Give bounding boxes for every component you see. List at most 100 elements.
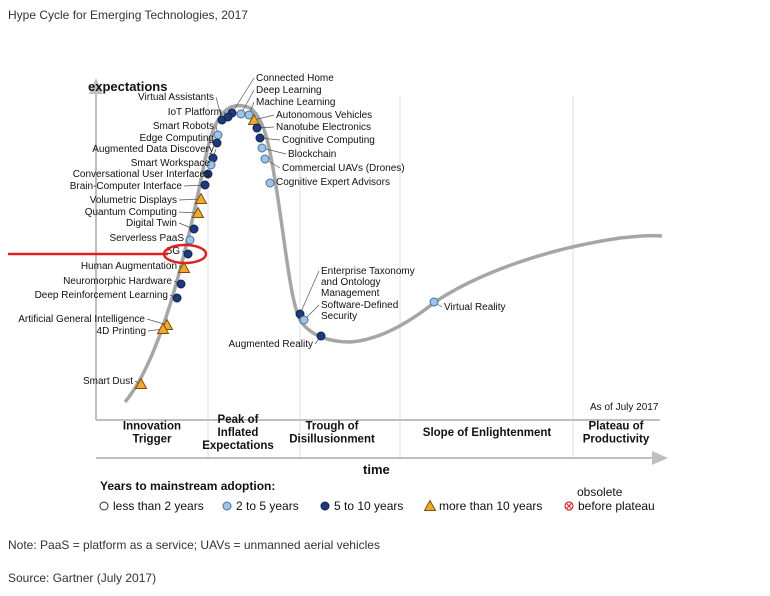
leader-line-enterprise-taxonomy-and-ontology-management (299, 270, 320, 315)
phase-label-2: Expectations (202, 440, 274, 452)
tech-label-quantum-computing: Quantum Computing (85, 207, 177, 218)
tech-point-autonomous-vehicles (247, 113, 261, 125)
legend-label-lt2: less than 2 years (113, 499, 204, 513)
tech-label-conversational-user-interfaces: Conversational User Interfaces (73, 169, 210, 180)
tech-point-smart-robots (213, 130, 223, 140)
highlight-5g (8, 243, 208, 265)
tech-point-commercial-uavs-drones (260, 154, 270, 164)
tech-label-artificial-general-intelligence: Artificial General Intelligence (18, 314, 145, 325)
phase-separators (207, 96, 574, 458)
tech-point-iot-platform (223, 112, 233, 122)
x-axis-title: time (363, 462, 390, 477)
tech-point-edge-computing (212, 138, 222, 148)
tech-label-serverless-paas: Serverless PaaS (110, 233, 185, 244)
tech-label-software-defined-security: Software-Defined Security (321, 300, 398, 322)
tech-point-digital-twin (189, 224, 199, 234)
tech-label-virtual-reality: Virtual Reality (444, 302, 506, 313)
tech-point-software-defined-security (299, 315, 309, 325)
legend: Years to mainstream adoption: less than … (99, 479, 655, 513)
phase-label-5: Plateau of (589, 421, 644, 433)
tech-point-human-augmentation (177, 261, 191, 273)
tech-point-cognitive-expert-advisors (265, 178, 275, 188)
tech-label-nanotube-electronics: Nanotube Electronics (276, 122, 371, 133)
tech-label-cognitive-expert-advisors: Cognitive Expert Advisors (276, 177, 390, 188)
phase-label-3: Disillusionment (289, 434, 375, 446)
tech-point-augmented-reality (316, 331, 326, 341)
tech-point-smart-workspace (206, 160, 216, 170)
tech-label-volumetric-displays: Volumetric Displays (90, 195, 177, 206)
tech-label-virtual-assistants: Virtual Assistants (138, 92, 214, 103)
leader-line-autonomous-vehicles (253, 114, 275, 121)
phase-label-3: Trough of (305, 421, 358, 433)
phase-label-5: Productivity (583, 434, 650, 446)
phase-label-2: Inflated (218, 427, 259, 439)
note-text: Note: PaaS = platform as a service; UAVs… (8, 538, 380, 552)
tech-label-edge-computing: Edge Computing (140, 133, 215, 144)
tech-point-smart-dust (134, 377, 148, 389)
tech-point-nanotube-electronics (252, 123, 262, 133)
tech-label-brain-computer-interface: Brain-Computer Interface (70, 181, 183, 192)
legend-label-2to5: 2 to 5 years (236, 499, 299, 513)
legend-obsolete-label: before plateau (578, 499, 655, 513)
tech-label-deep-learning: Deep Learning (256, 85, 322, 96)
legend-marker-lt2 (99, 501, 109, 511)
tech-point-machine-learning (244, 110, 254, 120)
legend-marker-5to10 (320, 501, 330, 511)
tech-point-5g (183, 249, 193, 259)
axes (89, 78, 668, 465)
tech-label-deep-reinforcement-learning: Deep Reinforcement Learning (35, 290, 168, 301)
legend-label-gt10: more than 10 years (439, 499, 542, 513)
chart-title: Hype Cycle for Emerging Technologies, 20… (8, 8, 248, 22)
phase-label-1: Trigger (133, 434, 173, 446)
legend-marker-gt10 (423, 499, 437, 511)
legend-obsolete-label: obsolete (577, 485, 623, 499)
legend-marker-2to5 (222, 501, 232, 511)
tech-label-smart-workspace: Smart Workspace (131, 158, 211, 169)
tech-point-virtual-reality (429, 297, 439, 307)
tech-point-volumetric-displays (194, 192, 208, 204)
tech-label-cognitive-computing: Cognitive Computing (282, 135, 375, 146)
tech-label-connected-home: Connected Home (256, 73, 334, 84)
tech-point-cognitive-computing (255, 133, 265, 143)
tech-point-conversational-user-interfaces (203, 169, 213, 179)
tech-point-deep-reinforcement-learning (172, 293, 182, 303)
tech-point-quantum-computing (191, 206, 205, 218)
tech-point-blockchain (257, 143, 267, 153)
tech-point-deep-learning (236, 109, 246, 119)
tech-point-serverless-paas (185, 235, 195, 245)
tech-label-iot-platform: IoT Platform (168, 107, 222, 118)
tech-label-blockchain: Blockchain (288, 149, 336, 160)
legend-label-5to10: 5 to 10 years (334, 499, 403, 513)
tech-label-augmented-reality: Augmented Reality (229, 339, 314, 350)
tech-label-5g: 5G (167, 246, 181, 257)
tech-label-4d-printing: 4D Printing (97, 326, 146, 337)
tech-label-neuromorphic-hardware: Neuromorphic Hardware (63, 276, 172, 287)
hype-curve (123, 103, 663, 404)
tech-label-autonomous-vehicles: Autonomous Vehicles (276, 110, 372, 121)
leader-line-deep-learning (240, 89, 255, 115)
phase-label-4: Slope of Enlightenment (423, 427, 552, 439)
tech-label-commercial-uavs-drones: Commercial UAVs (Drones) (282, 163, 405, 174)
tech-point-brain-computer-interface (200, 180, 210, 190)
source-text: Source: Gartner (July 2017) (8, 571, 157, 585)
tech-label-augmented-data-discovery: Augmented Data Discovery (92, 144, 214, 155)
as-of-label: As of July 2017 (590, 402, 659, 413)
tech-point-neuromorphic-hardware (176, 279, 186, 289)
tech-label-smart-dust: Smart Dust (83, 376, 133, 387)
phase-label-2: Peak of (218, 414, 259, 426)
leader-line-connected-home (231, 77, 255, 114)
highlight-ellipse (162, 243, 208, 265)
technology-points (134, 108, 439, 389)
y-axis-title: expectations (88, 79, 167, 94)
tech-point-4d-printing (156, 322, 170, 334)
tech-label-enterprise-taxonomy-and-ontology-management: Enterprise Taxonomy and Ontology Managemen… (321, 266, 415, 299)
tech-label-human-augmentation: Human Augmentation (81, 261, 177, 272)
phase-label-1: Innovation (123, 421, 181, 433)
tech-label-machine-learning: Machine Learning (256, 97, 336, 108)
tech-label-digital-twin: Digital Twin (126, 218, 177, 229)
tech-label-smart-robots: Smart Robots (153, 121, 214, 132)
